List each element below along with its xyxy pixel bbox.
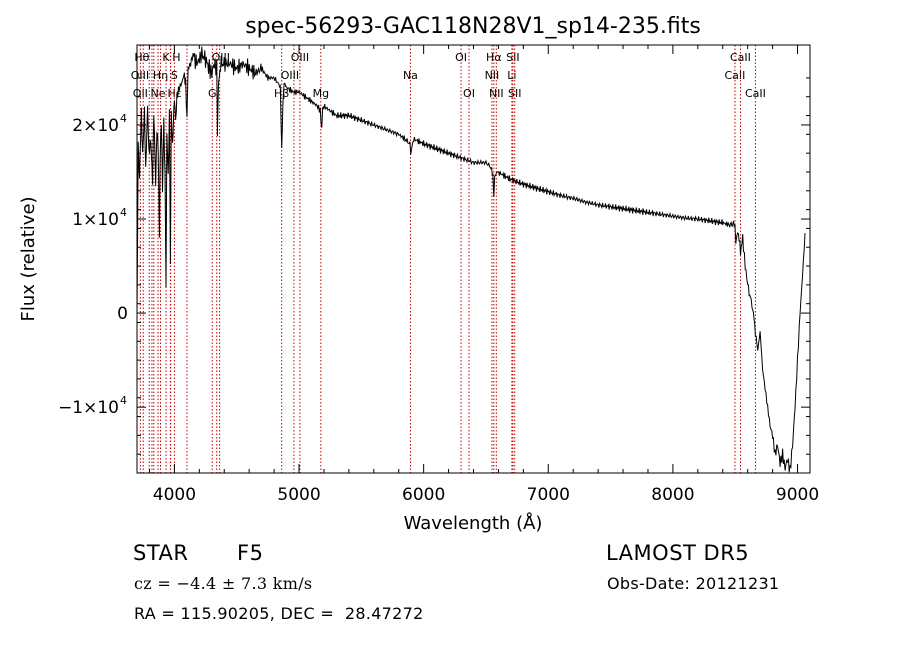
chart-title: spec-56293-GAC118N28V1_sp14-235.fits <box>245 14 701 39</box>
x-tick-label: 4000 <box>153 485 196 505</box>
line-marker-label: NII <box>489 87 504 100</box>
line-marker-label: H <box>172 51 180 64</box>
y-tick-exponent: 4 <box>120 206 127 219</box>
line-marker-label: CaII <box>730 51 751 64</box>
y-axis: −1×10 401×10 42×10 4 <box>58 77 810 455</box>
line-marker-label: Mg <box>313 87 329 100</box>
observation-date: Obs-Date: 20121231 <box>607 574 780 593</box>
line-marker-label: OIII <box>291 51 309 64</box>
x-axis-label: Wavelength (Å) <box>404 512 543 534</box>
line-marker-label: OIII <box>281 69 299 82</box>
line-marker-label: Hα <box>486 51 502 64</box>
y-tick-exponent: 4 <box>120 394 127 407</box>
y-tick-label: 1×10 <box>72 210 119 230</box>
x-tick-label: 9000 <box>776 485 819 505</box>
line-marker-label: Na <box>403 69 418 82</box>
line-marker-label: S <box>171 69 178 82</box>
line-marker-label: OI <box>455 51 467 64</box>
line-marker-label: SII <box>506 51 519 64</box>
line-marker-label: Hθ <box>134 51 149 64</box>
x-tick-label: 6000 <box>402 485 445 505</box>
y-axis-label: Flux (relative) <box>18 196 39 321</box>
spectrum-series <box>136 46 806 473</box>
line-marker-label: CaII <box>745 87 766 100</box>
redshift-velocity: cz = −4.4 ± 7.3 km/s <box>134 574 313 593</box>
line-marker-label: OIII <box>131 69 149 82</box>
x-tick-label: 5000 <box>277 485 320 505</box>
x-tick-label: 7000 <box>527 485 570 505</box>
y-tick-label: −1×10 <box>58 398 119 418</box>
coordinates: RA = 115.90205, DEC = 28.47272 <box>134 604 424 623</box>
object-class: STAR <box>133 541 189 565</box>
y-tick-label: 0 <box>117 304 128 324</box>
line-marker-label: G <box>208 87 217 100</box>
line-marker-label: Li <box>507 69 516 82</box>
line-marker-label: Hβ <box>274 87 289 100</box>
line-marker-label: Hη <box>153 69 168 82</box>
y-tick-label: 2×10 <box>72 116 119 136</box>
line-marker-label: K <box>162 51 170 64</box>
survey-name: LAMOST DR5 <box>606 541 750 565</box>
line-marker-label: NII <box>485 69 500 82</box>
spectrum-line <box>136 46 806 473</box>
x-axis: 4000 5000 6000 7000 8000 9000 <box>148 45 819 505</box>
line-marker-label: SII <box>508 87 521 100</box>
line-marker-label: OI <box>463 87 475 100</box>
spectrum-chart: spec-56293-GAC118N28V1_sp14-235.fits OII… <box>18 14 819 534</box>
line-marker-label: Ne <box>151 87 166 100</box>
plot-frame <box>136 44 811 474</box>
line-marker-label: CaII <box>725 69 746 82</box>
x-tick-label: 8000 <box>651 485 694 505</box>
object-subclass: F5 <box>237 541 264 565</box>
y-tick-exponent: 4 <box>120 112 127 125</box>
line-marker-label: OII <box>133 87 148 100</box>
